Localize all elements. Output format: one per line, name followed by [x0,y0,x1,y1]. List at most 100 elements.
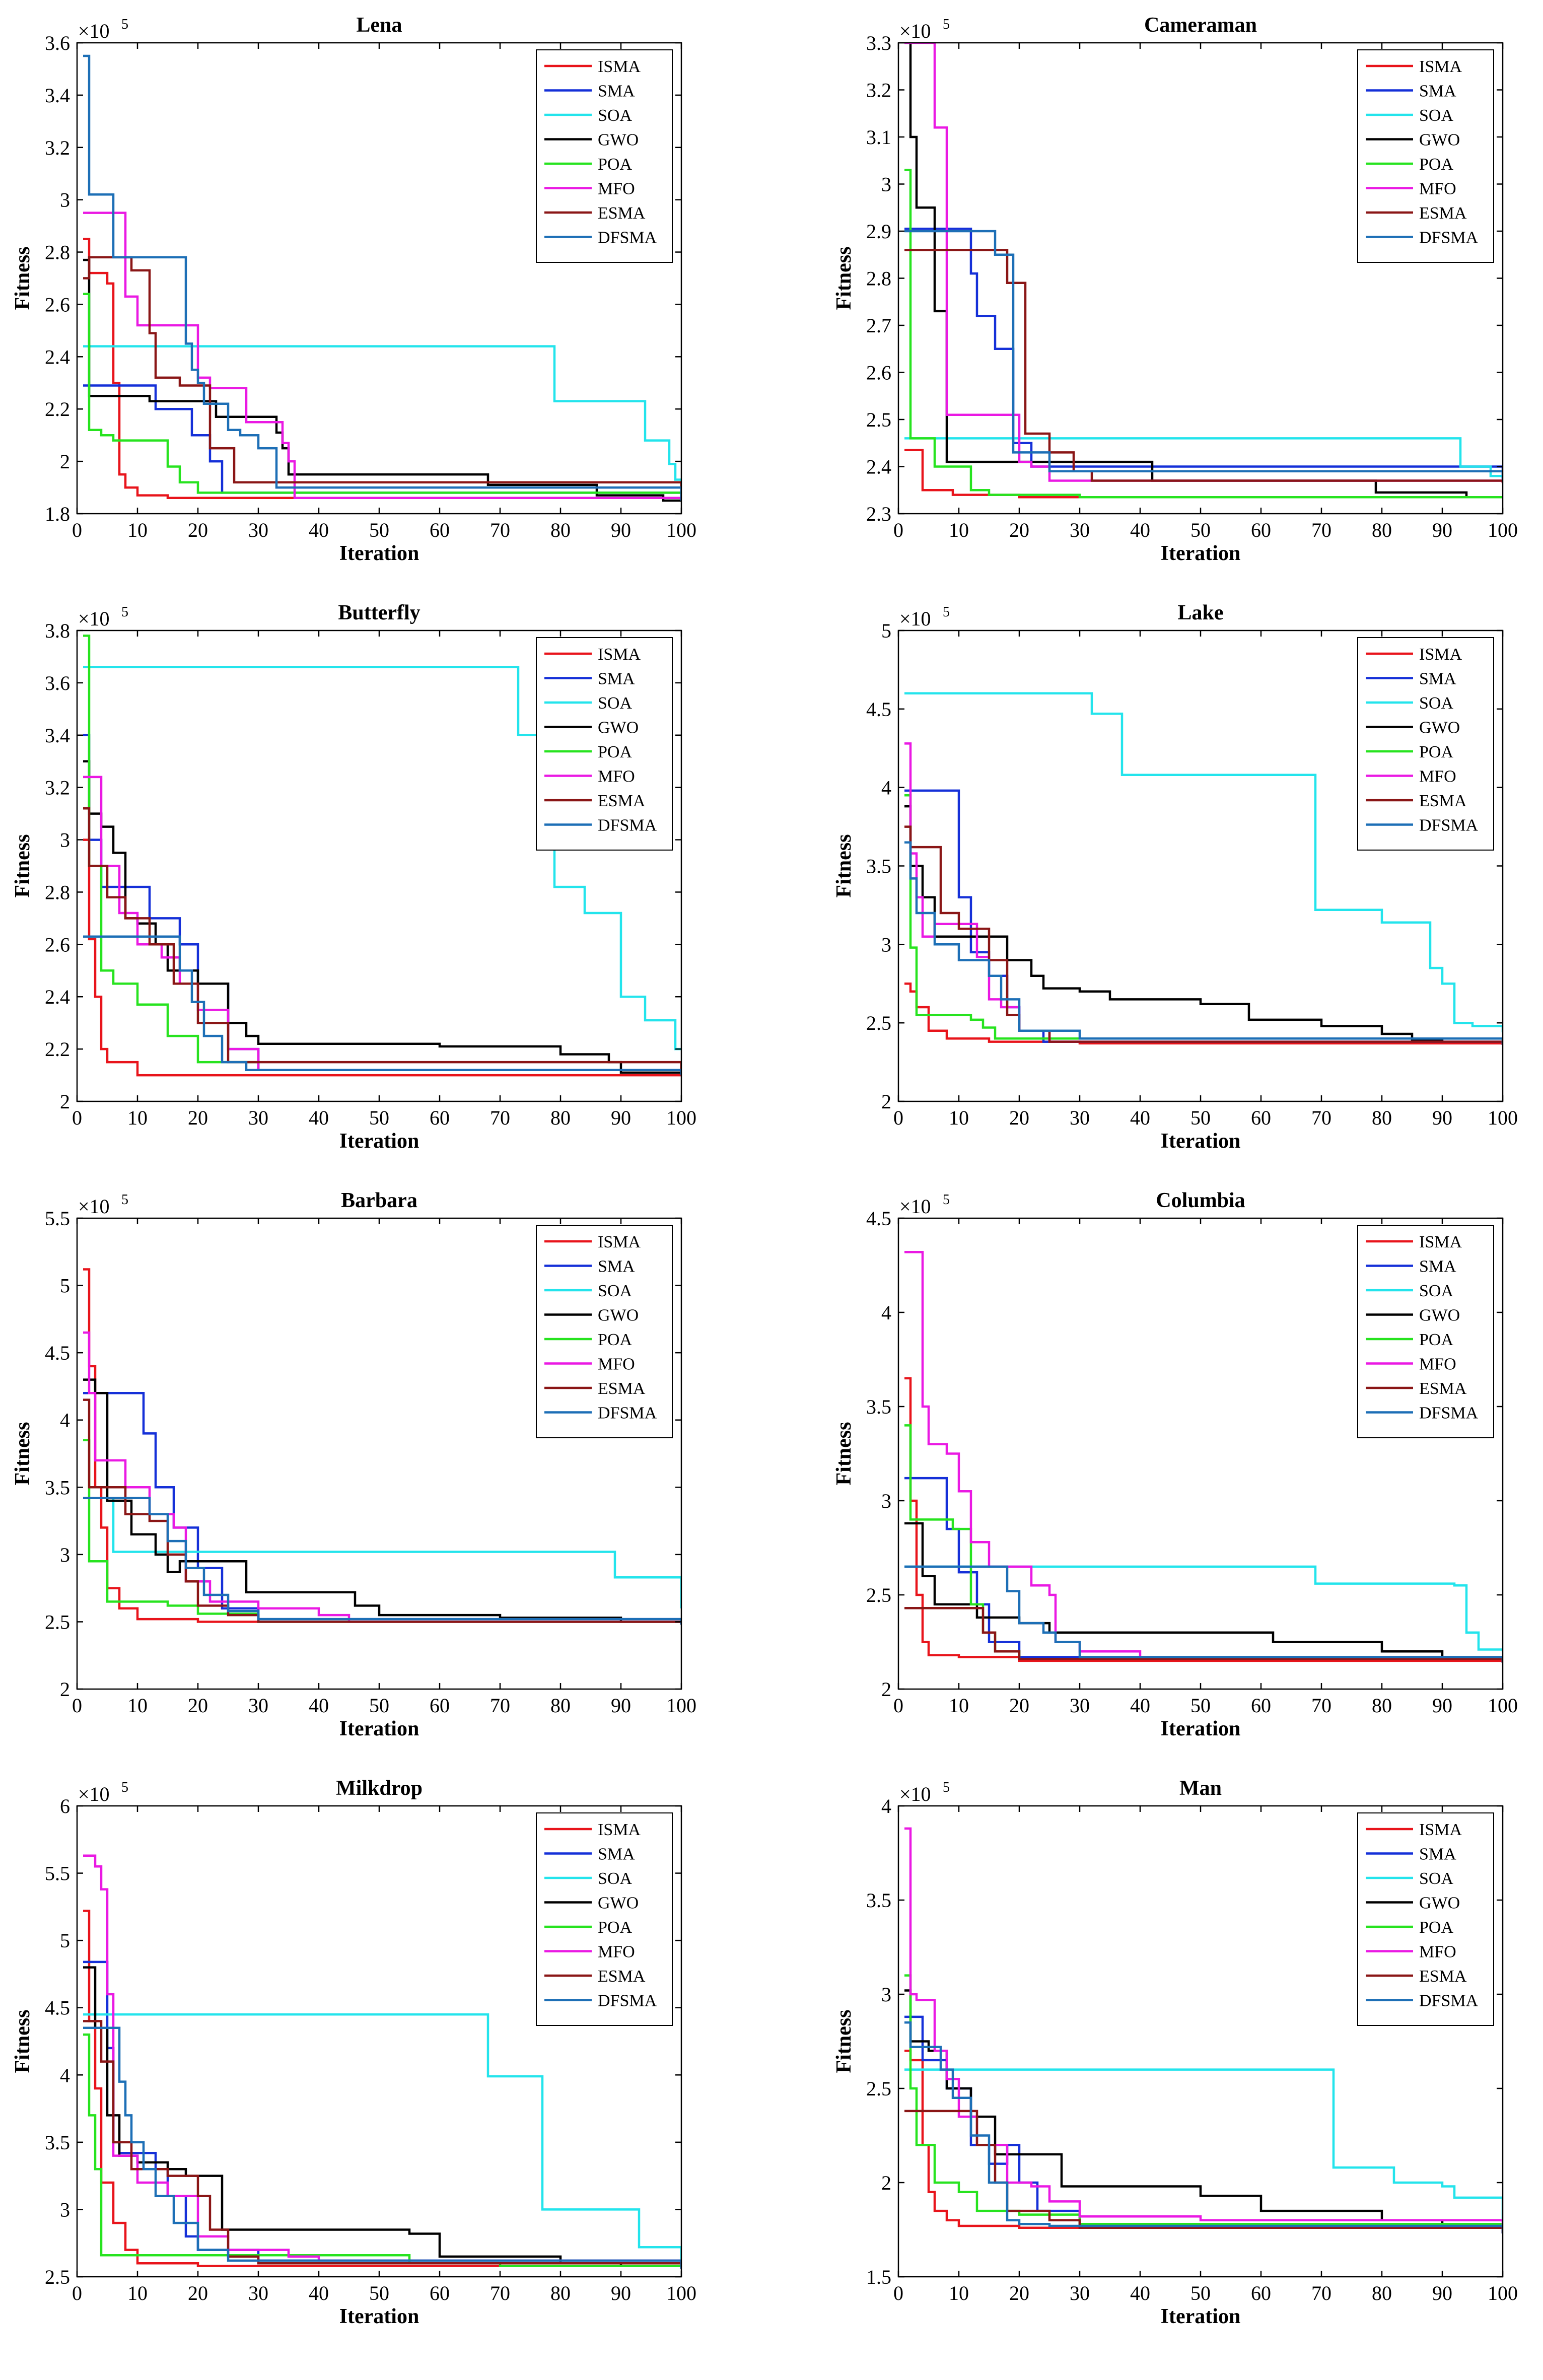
legend-label: ESMA [1419,1967,1467,1986]
x-tick-label: 80 [1372,2282,1392,2304]
x-tick-label: 50 [1190,2282,1211,2304]
legend-label: POA [598,1918,632,1937]
legend: ISMA SMA SOA GWO POA MFO ESMA DFSMA [536,49,673,263]
legend-box [1357,49,1494,263]
x-tick-label: 10 [949,1694,969,1717]
y-axis-label: Fitness [11,2010,34,2073]
y-tick-label: 3 [881,173,891,196]
y-tick-label: 6 [60,1795,70,1817]
y-tick-label: 4.5 [45,1342,70,1364]
series-line-dfsma [904,1565,1503,1663]
series-line-dfsma [904,2021,1503,2233]
axis-exponent: ×10 [899,1783,931,1805]
x-axis-label: Iteration [339,1130,419,1153]
x-tick-label: 100 [1488,1694,1518,1717]
x-tick-label: 80 [550,1106,571,1129]
legend-label: SMA [1419,1257,1456,1276]
legend-label: SOA [1419,106,1453,125]
x-tick-label: 40 [1130,2282,1150,2304]
y-tick-label: 3.2 [45,777,70,799]
x-tick-label: 100 [1488,1106,1518,1129]
legend-label: DFSMA [598,816,657,835]
legend-label: POA [1419,155,1453,174]
x-tick-label: 70 [1311,1106,1331,1129]
series-line-esma [904,249,1503,483]
y-tick-label: 3.6 [45,672,70,694]
y-tick-label: 4 [881,1795,891,1817]
legend: ISMA SMA SOA GWO POA MFO ESMA DFSMA [536,1812,673,2026]
legend-label: DFSMA [1419,1992,1479,2010]
x-tick-label: 0 [893,1106,903,1129]
axis-exponent: ×10 [78,1195,110,1218]
x-tick-label: 50 [1190,1694,1211,1717]
series-group [904,43,1503,499]
y-axis-label: Fitness [11,834,34,898]
y-tick-label: 3.1 [866,126,891,149]
series-line-gwo [904,43,1503,499]
axis-exponent-power: 5 [121,1780,128,1795]
y-tick-label: 2.8 [45,241,70,264]
x-tick-label: 10 [127,519,148,541]
y-axis-label: Fitness [832,2010,856,2073]
y-tick-label: 4 [881,1301,891,1324]
y-tick-label: 2.6 [45,933,70,956]
x-tick-label: 10 [127,1106,148,1129]
x-tick-label: 90 [611,1694,631,1717]
chart-6: Milkdrop×10 50 10 20 30 40 50 60 70 80 90 1002.533.… [11,1777,696,2328]
legend-label: GWO [1419,1894,1460,1913]
series-line-soa [83,2013,681,2261]
series-line-poa [904,1424,1503,1663]
x-tick-label: 10 [949,2282,969,2304]
y-tick-label: 2.3 [866,503,891,525]
x-tick-label: 70 [1311,519,1331,541]
legend-label: SMA [598,670,635,688]
series-group [904,1251,1503,1663]
series-line-esma [83,2020,681,2269]
y-tick-label: 2.5 [45,1611,70,1633]
x-axis-label: Iteration [339,2305,419,2328]
x-tick-label: 40 [1130,1106,1150,1129]
series-line-soa [83,345,681,488]
chart-title: Barbara [341,1189,417,1212]
series-line-esma [83,807,681,1076]
y-tick-label: 2.5 [866,2077,891,2100]
x-tick-label: 90 [1432,1106,1452,1129]
legend-label: DFSMA [1419,229,1479,247]
axis-exponent: ×10 [899,607,931,630]
x-tick-label: 60 [430,1106,450,1129]
axis-exponent-power: 5 [943,1192,950,1208]
axis-exponent: ×10 [78,1783,110,1805]
axis-exponent-power: 5 [121,604,128,620]
y-tick-label: 3.5 [45,2131,70,2154]
legend-label: DFSMA [598,1992,657,2010]
y-tick-label: 2.4 [45,986,70,1008]
y-tick-label: 5 [60,1275,70,1297]
y-tick-label: 4.5 [866,1207,891,1230]
legend-label: ISMA [598,57,641,76]
x-axis-label: Iteration [339,1717,419,1740]
legend-label: ISMA [598,1821,641,1839]
y-tick-label: 2.4 [866,456,891,478]
x-tick-label: 40 [309,1694,329,1717]
x-tick-label: 40 [1130,519,1150,541]
legend-label: SMA [1419,1845,1456,1864]
y-tick-label: 2.8 [45,881,70,903]
x-tick-label: 60 [430,2282,450,2304]
series-line-soa [904,2068,1503,2222]
legend-label: POA [598,743,632,761]
legend-label: GWO [598,1894,639,1913]
legend-label: ISMA [598,645,641,664]
x-tick-label: 30 [1070,1694,1090,1717]
legend: ISMA SMA SOA GWO POA MFO ESMA DFSMA [1357,49,1494,263]
legend-label: ESMA [598,1967,646,1986]
y-tick-label: 3.4 [45,724,70,747]
legend-label: MFO [1419,1943,1456,1962]
legend-label: ISMA [1419,1821,1462,1839]
x-tick-label: 80 [550,2282,571,2304]
series-line-esma [83,1398,681,1625]
x-tick-label: 50 [369,1106,389,1129]
x-tick-label: 20 [1009,2282,1029,2304]
legend-label: DFSMA [598,229,657,247]
y-tick-label: 5.5 [45,1862,70,1885]
series-line-esma [904,1606,1503,1663]
